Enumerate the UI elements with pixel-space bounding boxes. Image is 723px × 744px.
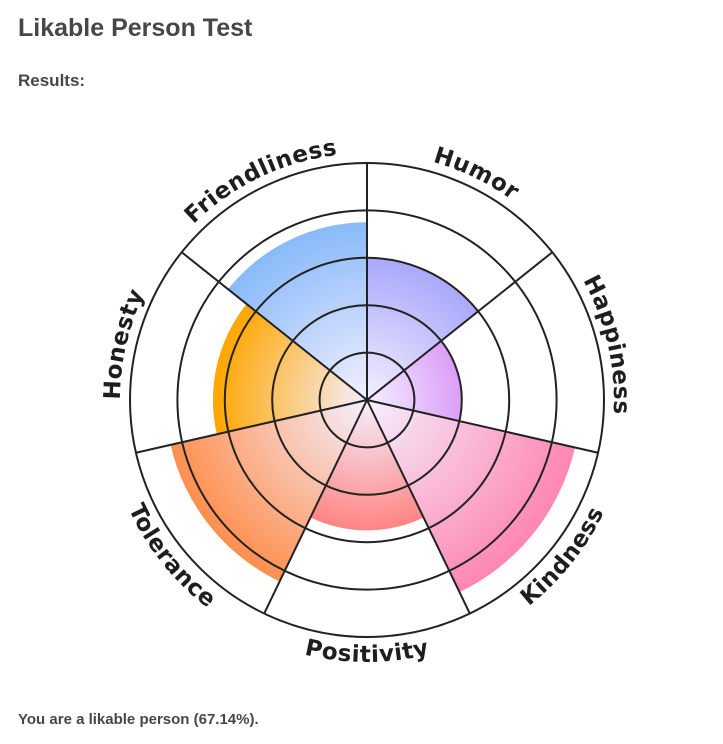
page-title: Likable Person Test [18, 14, 253, 42]
wedge-tolerance [170, 400, 367, 582]
sector-divider [366, 399, 599, 454]
wedge-humor [367, 257, 479, 400]
wedge-friendliness [228, 222, 367, 400]
wedge-positivity [310, 400, 424, 531]
sector-divider [263, 399, 368, 614]
category-label-honesty: Honesty [100, 285, 150, 400]
wedge-happiness [367, 340, 462, 422]
sector-divider [366, 251, 553, 401]
category-label-positivity: Positivity [303, 635, 431, 668]
polar-area-chart: HumorHappinessKindnessPositivityToleranc… [100, 135, 634, 668]
results-label: Results: [18, 71, 86, 90]
wedge-honesty [212, 303, 367, 435]
sector-divider [366, 399, 471, 614]
sector-divider [135, 399, 368, 454]
sector-divider [181, 251, 368, 401]
category-label-happiness: Happiness [578, 271, 634, 415]
result-summary: You are a likable person (67.14%). [18, 711, 259, 728]
category-label-humor: Humor [431, 143, 524, 206]
category-label-friendliness: Friendliness [180, 135, 339, 229]
